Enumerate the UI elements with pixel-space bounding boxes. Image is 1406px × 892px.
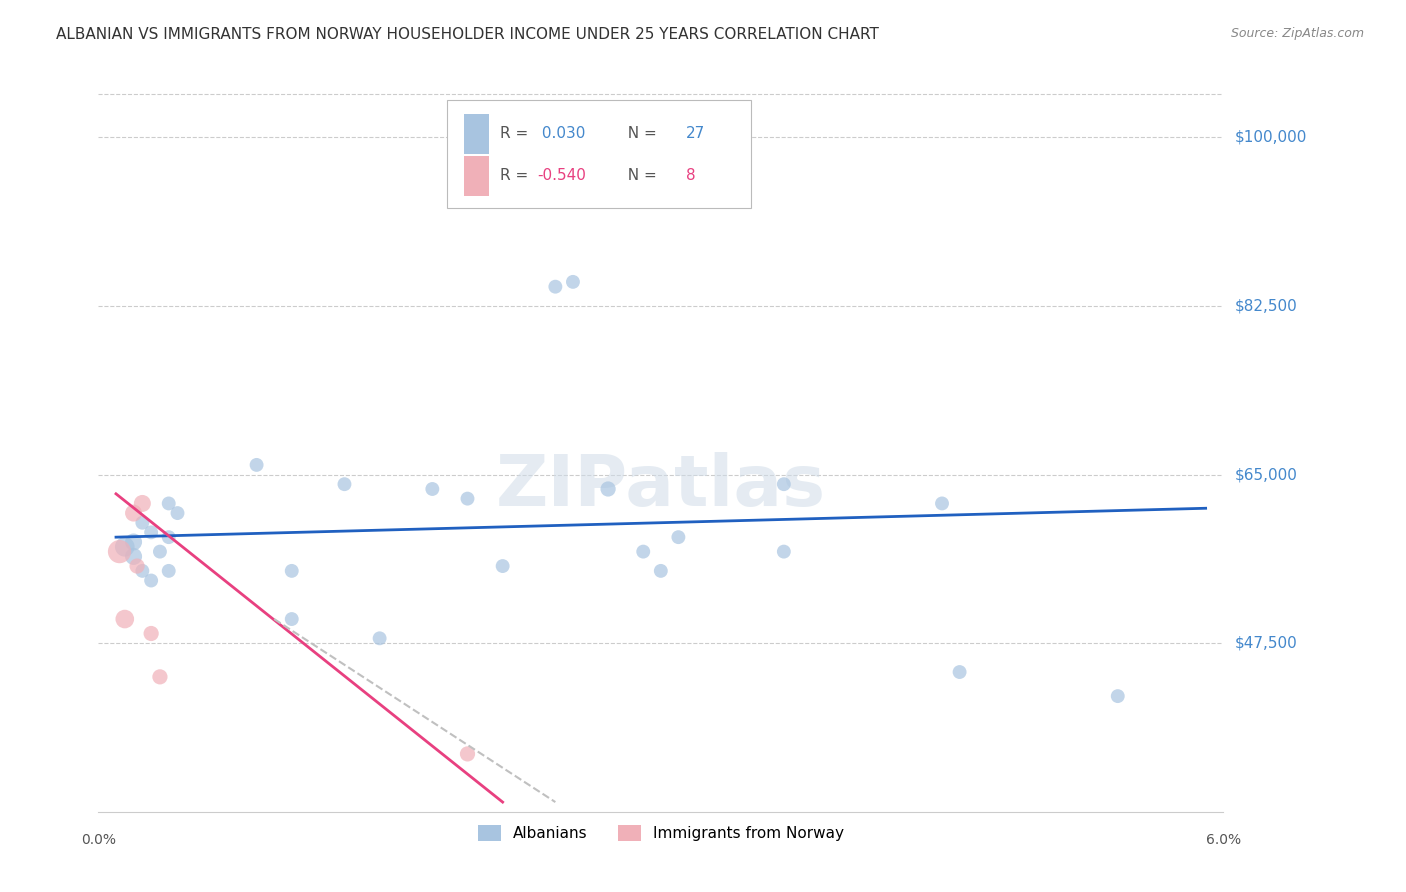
Point <box>131 516 153 530</box>
Point <box>562 275 585 289</box>
Text: -0.540: -0.540 <box>537 169 586 184</box>
Point <box>773 477 796 491</box>
Text: N =: N = <box>619 127 662 142</box>
Text: 6.0%: 6.0% <box>1206 833 1240 847</box>
Point <box>157 530 180 544</box>
Text: ZIPatlas: ZIPatlas <box>496 452 825 521</box>
Point <box>166 506 188 520</box>
FancyBboxPatch shape <box>464 114 489 153</box>
Point <box>114 612 136 626</box>
Point <box>157 564 180 578</box>
Point <box>333 477 356 491</box>
Text: 27: 27 <box>686 127 704 142</box>
Point <box>650 564 672 578</box>
Point <box>422 482 444 496</box>
Text: R =: R = <box>501 169 533 184</box>
Point <box>492 559 515 574</box>
Point <box>149 670 172 684</box>
Point <box>281 564 304 578</box>
Legend: Albanians, Immigrants from Norway: Albanians, Immigrants from Norway <box>471 819 851 847</box>
Text: 8: 8 <box>686 169 695 184</box>
Text: R =: R = <box>501 127 533 142</box>
Point <box>949 665 972 679</box>
Point <box>127 559 149 574</box>
Point <box>368 632 391 646</box>
Point <box>157 496 180 510</box>
Point <box>931 496 953 510</box>
Point <box>131 564 153 578</box>
FancyBboxPatch shape <box>464 156 489 195</box>
Text: $65,000: $65,000 <box>1234 467 1298 482</box>
Point <box>108 544 131 558</box>
Text: ALBANIAN VS IMMIGRANTS FROM NORWAY HOUSEHOLDER INCOME UNDER 25 YEARS CORRELATION: ALBANIAN VS IMMIGRANTS FROM NORWAY HOUSE… <box>56 27 879 42</box>
Point <box>122 506 145 520</box>
Point <box>149 544 172 558</box>
Text: N =: N = <box>619 169 662 184</box>
Point <box>668 530 690 544</box>
FancyBboxPatch shape <box>447 100 751 209</box>
Point <box>141 574 163 588</box>
Point <box>131 496 153 510</box>
Text: $47,500: $47,500 <box>1234 636 1298 650</box>
Point <box>122 535 145 549</box>
Point <box>598 159 620 173</box>
Point <box>457 747 479 761</box>
Point <box>141 626 163 640</box>
Text: $100,000: $100,000 <box>1234 130 1306 145</box>
Point <box>122 549 145 564</box>
Text: Source: ZipAtlas.com: Source: ZipAtlas.com <box>1230 27 1364 40</box>
Point <box>457 491 479 506</box>
Text: 0.030: 0.030 <box>537 127 585 142</box>
Point <box>141 525 163 540</box>
Text: $82,500: $82,500 <box>1234 299 1298 313</box>
Point <box>773 544 796 558</box>
Point <box>544 279 567 293</box>
Point <box>598 482 620 496</box>
Point <box>281 612 304 626</box>
Text: 0.0%: 0.0% <box>82 833 115 847</box>
Point <box>1107 689 1129 703</box>
Point <box>114 540 136 554</box>
Point <box>246 458 269 472</box>
Point <box>633 544 655 558</box>
